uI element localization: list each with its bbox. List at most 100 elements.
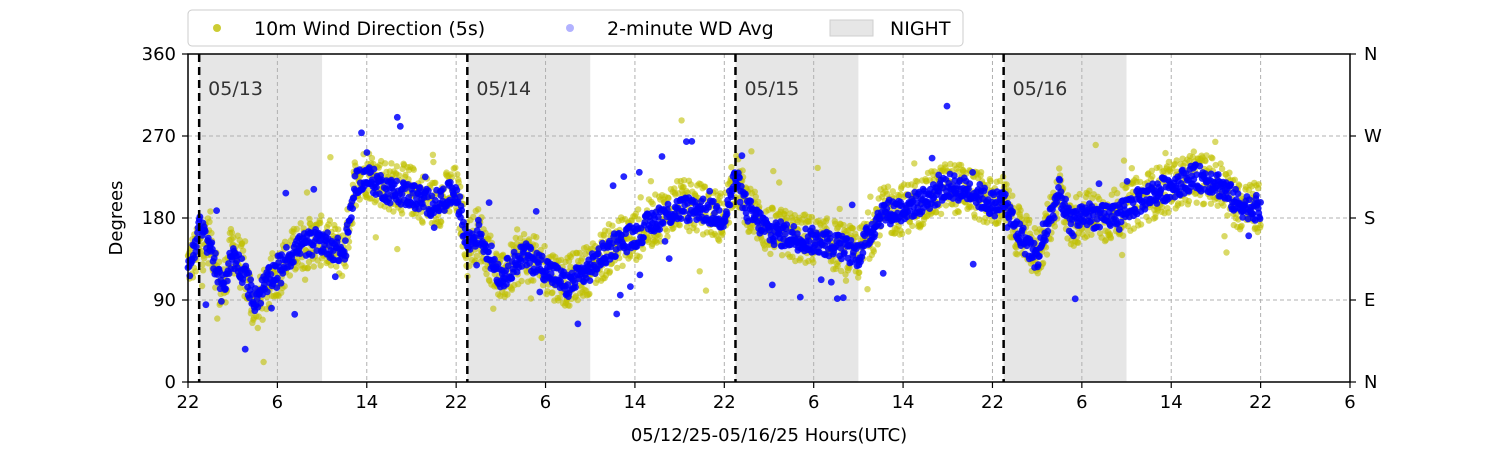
- wdavg-point-56: [218, 298, 225, 305]
- wd5s-point-2100: [1209, 155, 1216, 162]
- wdavg-point-1462: [1056, 176, 1064, 184]
- wdavg-point-359: [398, 190, 406, 198]
- wd5s-point-1828: [1076, 190, 1083, 198]
- wd5s-point-417: [388, 160, 395, 167]
- wd5s-point-1349: [842, 277, 850, 284]
- wd5s-point-316: [338, 272, 346, 279]
- wd5s-point-725: [538, 334, 545, 342]
- wdavg-point-456: [456, 193, 464, 201]
- wd5s-point-2097: [1207, 200, 1215, 207]
- day-marker-layer: 05/13 05/14 05/15 05/16: [197, 54, 1068, 382]
- wd5s-point-953: [649, 200, 656, 208]
- wdavg-point-1618: [1149, 180, 1157, 188]
- wdavg-point-1442: [1044, 227, 1052, 235]
- wdavg-point-1488: [1071, 295, 1079, 303]
- wd5s-point-1970: [1145, 217, 1153, 224]
- wd5s-point-2199: [1257, 221, 1264, 229]
- wd5s-point-1464: [898, 230, 906, 237]
- wdavg-point-11: [191, 254, 199, 262]
- wdavg-point-609: [547, 270, 555, 278]
- wdavg-point-247: [331, 273, 339, 281]
- wd5s-point-865: [606, 268, 614, 275]
- wd5s-point-1485: [909, 222, 916, 230]
- wd5s-point-536: [446, 208, 453, 215]
- wdavg-point-1328: [976, 181, 984, 188]
- wdavg-point-300: [363, 149, 371, 156]
- wd5s-point-799: [574, 296, 581, 304]
- wdavg-point-40: [208, 239, 216, 247]
- wd5s-point-1919: [1120, 157, 1128, 164]
- wdavg-point-719: [613, 310, 621, 318]
- wd5s-point-762: [556, 294, 563, 301]
- wd5s-point-2146: [1231, 176, 1239, 183]
- wdavg-point-864: [699, 195, 707, 203]
- wd5s-point-60: [214, 315, 221, 322]
- wdavg-point-654: [574, 320, 582, 328]
- wd5s-point-1169: [755, 198, 762, 206]
- y-tick-label-2: 180: [142, 208, 176, 229]
- wd5s-point-585: [470, 213, 477, 221]
- wd5s-point-292: [327, 154, 334, 161]
- wdavg-point-742: [627, 283, 634, 290]
- wd5s-point-1892: [1107, 234, 1115, 242]
- wdavg-point-594: [538, 252, 546, 260]
- wd5s-point-1861: [1092, 141, 1099, 149]
- wdavg-point-845: [688, 138, 696, 145]
- wdavg-point-1477: [1065, 204, 1072, 212]
- wdavg-point-536: [504, 254, 511, 262]
- tick-layer: 22 6 14 22 6 14 22 6 14 22 6 14 22 6 0 N 90 E 180 S 270 W 360 N: [142, 44, 1382, 413]
- wdavg-point-481: [471, 233, 479, 241]
- wd5s-point-2004: [1162, 149, 1169, 157]
- wdavg-point-1565: [1117, 218, 1125, 226]
- wdavg-point-350: [393, 177, 401, 185]
- wdavg-point-575: [527, 245, 535, 253]
- wdavg-point-440: [446, 178, 454, 186]
- wdavg-point-1453: [1050, 214, 1058, 222]
- day-marker-label-0: 05/13: [208, 78, 263, 100]
- wdavg-point-500: [482, 242, 490, 250]
- wd5s-point-1062: [702, 287, 710, 294]
- wd5s-point-1544: [937, 210, 945, 218]
- wd5s-point-1339: [837, 267, 845, 275]
- wd5s-point-1917: [1119, 232, 1127, 239]
- wd5s-point-503: [430, 158, 437, 166]
- wd5s-point-592: [473, 252, 480, 260]
- wd5s-point-481: [419, 219, 426, 226]
- wdavg-point-1353: [991, 212, 999, 220]
- wd5s-point-626: [490, 305, 497, 312]
- wd5s-point-2083: [1200, 200, 1208, 207]
- day-marker-label-3: 05/16: [1013, 78, 1068, 100]
- x-tick-label-10: 6: [1076, 392, 1087, 413]
- wdavg-point-1383: [1009, 208, 1016, 216]
- wd5s-point-1089: [716, 237, 723, 244]
- wd5s-point-620: [487, 232, 494, 239]
- wd5s-point-143: [254, 324, 261, 332]
- wd5s-point-64: [216, 258, 223, 266]
- wdavg-point-276: [349, 205, 356, 213]
- y2-tick-label-1: E: [1364, 290, 1375, 311]
- wd5s-point-1761: [1043, 251, 1051, 258]
- wd5s-point-1183: [761, 245, 769, 252]
- wdavg-point-1248: [928, 154, 936, 162]
- wdavg-point-929: [738, 152, 746, 160]
- wdavg-point-316: [373, 183, 380, 191]
- x-axis-label: 05/12/25-05/16/25 Hours(UTC): [631, 425, 907, 446]
- wd5s-point-1435: [884, 183, 892, 190]
- wdavg-point-164: [282, 189, 290, 197]
- wd5s-point-1060: [701, 183, 709, 190]
- wd5s-point-271: [317, 219, 324, 227]
- wdavg-point-791: [656, 226, 663, 233]
- y-tick-label-4: 360: [142, 44, 176, 65]
- wdavg-point-504: [485, 248, 492, 256]
- wd5s-point-1399: [867, 193, 874, 200]
- wd5s-point-433: [396, 172, 403, 179]
- wd5s-point-1954: [1137, 221, 1145, 228]
- wdavg-point-208: [308, 252, 316, 259]
- wdavg-point-398: [421, 173, 429, 181]
- legend-label-2min: 2-minute WD Avg: [607, 18, 774, 40]
- wd5s-point-1394: [864, 209, 872, 216]
- wdavg-point-832: [680, 208, 688, 215]
- wd5s-point-2010: [1165, 209, 1172, 216]
- wdavg-point-1089: [833, 295, 841, 302]
